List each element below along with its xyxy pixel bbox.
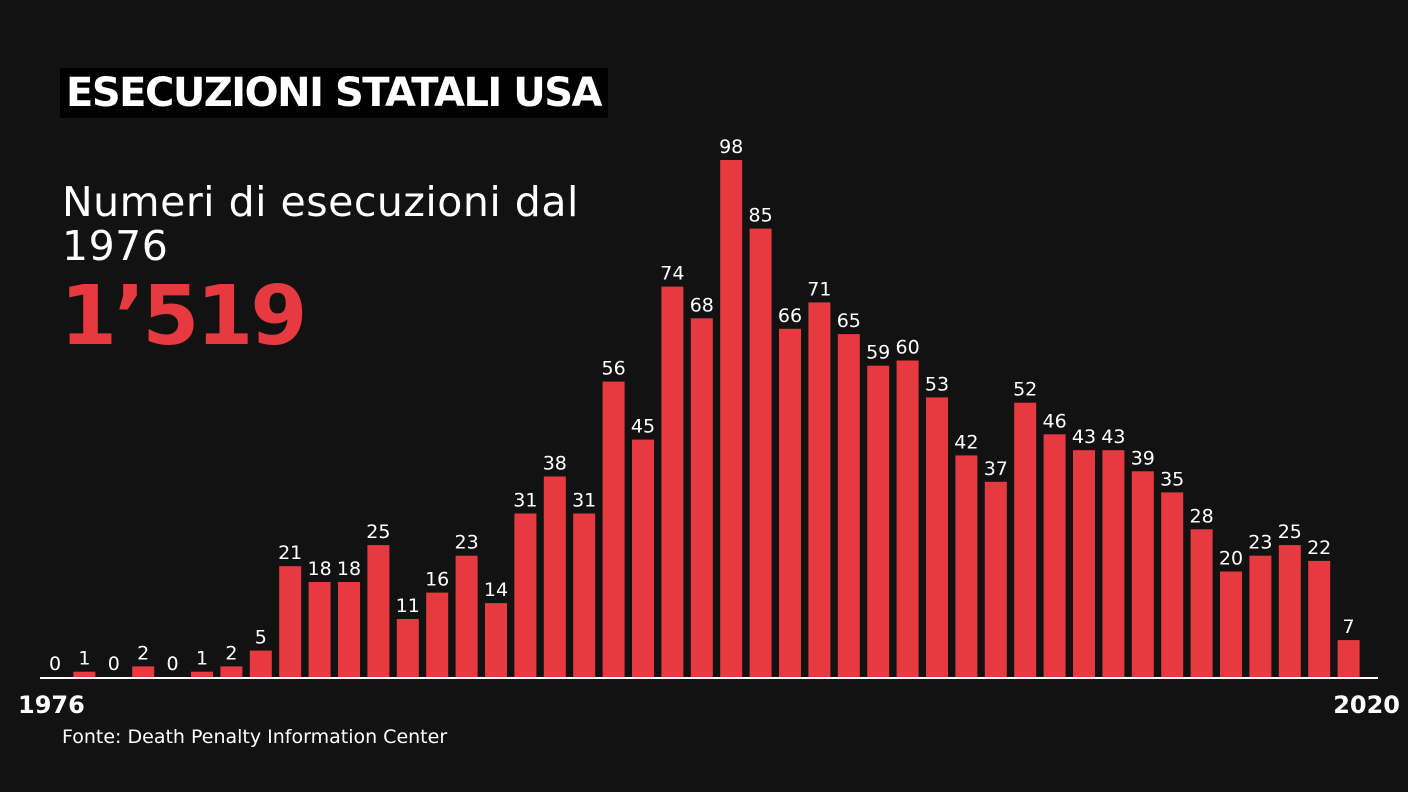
data-label-1977: 1: [78, 648, 90, 670]
data-label-2007: 42: [954, 431, 978, 453]
bar-1993: [543, 476, 566, 677]
bar-2012: [1102, 450, 1125, 677]
bar-2018: [1278, 545, 1301, 677]
data-label-2019: 22: [1307, 537, 1331, 559]
data-label-1989: 16: [425, 569, 449, 591]
data-label-1995: 56: [602, 358, 626, 380]
bar-1987: [367, 545, 390, 677]
chart-subtitle: Numeri di esecuzioni dal 1976: [62, 178, 579, 270]
source-note: Fonte: Death Penalty Information Center: [62, 726, 448, 748]
bar-1990: [455, 555, 478, 677]
bar-2020: [1337, 640, 1360, 677]
bar-2017: [1249, 555, 1272, 677]
chart-title-box: ESECUZIONI STATALI USA: [60, 68, 608, 118]
bar-1982: [220, 666, 243, 677]
bar-1998: [690, 318, 713, 677]
data-label-1982: 2: [225, 642, 237, 664]
bar-2015: [1190, 529, 1213, 677]
bar-1996: [632, 439, 654, 677]
bar-2013: [1131, 471, 1154, 677]
bar-2002: [808, 302, 831, 677]
data-label-1990: 23: [455, 532, 479, 554]
bar-1988: [396, 619, 419, 677]
data-label-1985: 18: [308, 558, 332, 580]
chart-title: ESECUZIONI STATALI USA: [66, 70, 603, 116]
x-axis-start-label: 1976: [18, 691, 85, 719]
bar-2003: [837, 334, 860, 677]
data-label-1987: 25: [366, 521, 390, 543]
data-label-2002: 71: [807, 278, 831, 300]
data-label-1986: 18: [337, 558, 361, 580]
data-label-2009: 52: [1013, 379, 1037, 401]
data-label-1979: 2: [137, 642, 149, 664]
data-label-2020: 7: [1343, 616, 1355, 638]
bar-1977: [73, 671, 96, 677]
data-label-1994: 31: [572, 490, 596, 512]
data-label-2017: 23: [1248, 532, 1272, 554]
bar-2006: [926, 397, 948, 677]
bar-1983: [249, 650, 272, 677]
data-label-2011: 43: [1072, 426, 1096, 448]
data-label-1992: 31: [513, 490, 537, 512]
bar-2014: [1161, 492, 1184, 677]
bar-1997: [661, 286, 684, 677]
data-label-1978: 0: [108, 653, 120, 675]
bar-2008: [984, 481, 1007, 677]
bar-1995: [602, 381, 625, 677]
data-label-1988: 11: [396, 595, 420, 617]
bar-2011: [1073, 450, 1095, 677]
bar-1984: [279, 566, 302, 677]
data-label-1991: 14: [484, 579, 508, 601]
data-label-2005: 60: [896, 337, 920, 359]
bar-2004: [867, 365, 890, 677]
x-axis-end-label: 2020: [1333, 691, 1400, 719]
bars-group: [73, 160, 1360, 677]
data-label-2018: 25: [1278, 521, 1302, 543]
bar-1994: [573, 513, 596, 677]
data-label-1976: 0: [49, 653, 61, 675]
bar-2016: [1220, 571, 1242, 677]
data-label-2000: 85: [749, 205, 773, 227]
data-label-1981: 1: [196, 648, 208, 670]
data-label-2015: 28: [1190, 505, 1214, 527]
bar-2001: [779, 328, 801, 677]
data-label-2013: 39: [1131, 447, 1155, 469]
bar-2019: [1308, 560, 1331, 677]
bar-2007: [955, 455, 978, 677]
data-label-2001: 66: [778, 305, 802, 327]
data-label-2004: 59: [866, 342, 890, 364]
bar-1986: [338, 582, 360, 677]
bar-2010: [1043, 434, 1066, 677]
bar-1979: [132, 666, 155, 677]
data-label-1984: 21: [278, 542, 302, 564]
bar-1989: [426, 592, 449, 677]
data-label-2006: 53: [925, 373, 949, 395]
data-label-2014: 35: [1160, 468, 1184, 490]
bar-2009: [1014, 402, 1037, 677]
data-label-1983: 5: [255, 627, 267, 649]
data-label-1980: 0: [167, 653, 179, 675]
bar-1991: [485, 603, 507, 677]
bar-2005: [896, 360, 919, 677]
data-label-2012: 43: [1101, 426, 1125, 448]
data-label-1999: 98: [719, 136, 743, 158]
data-label-2008: 37: [984, 458, 1008, 480]
bar-1985: [308, 582, 331, 677]
total-count: 1’519: [60, 269, 307, 364]
data-label-2003: 65: [837, 310, 861, 332]
data-label-1993: 38: [543, 453, 567, 475]
data-label-1998: 68: [690, 294, 714, 316]
bar-1992: [514, 513, 537, 677]
bar-1981: [191, 671, 213, 677]
bar-2000: [749, 228, 772, 677]
bar-1999: [720, 160, 743, 677]
data-label-1997: 74: [660, 263, 684, 285]
data-label-1996: 45: [631, 416, 655, 438]
data-label-2010: 46: [1043, 410, 1067, 432]
data-label-2016: 20: [1219, 548, 1243, 570]
